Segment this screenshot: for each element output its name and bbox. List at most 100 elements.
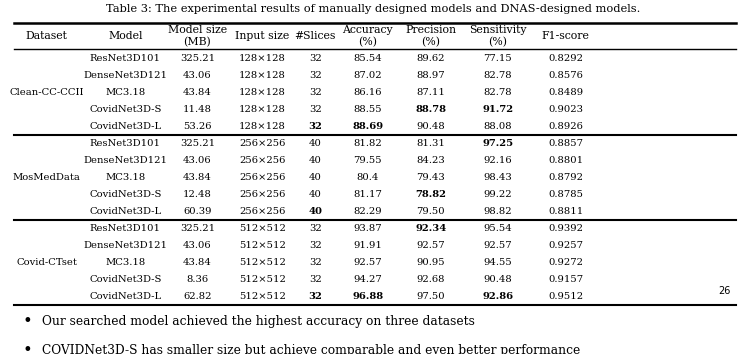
Text: 0.9512: 0.9512 (548, 292, 583, 301)
Text: 85.54: 85.54 (353, 53, 382, 63)
Text: 32: 32 (309, 53, 322, 63)
Text: Covid-CTset: Covid-CTset (16, 258, 77, 267)
Text: ResNet3D101: ResNet3D101 (90, 139, 161, 148)
Text: 32: 32 (309, 224, 322, 233)
Text: Sensitivity
(%): Sensitivity (%) (469, 25, 526, 47)
Text: CovidNet3D-S: CovidNet3D-S (89, 275, 161, 284)
Text: Clean-CC-CCII: Clean-CC-CCII (10, 88, 84, 97)
Text: 43.06: 43.06 (183, 70, 212, 80)
Text: 512×512: 512×512 (239, 241, 286, 250)
Text: MC3.18: MC3.18 (105, 173, 145, 182)
Text: CovidNet3D-L: CovidNet3D-L (90, 207, 161, 216)
Text: 32: 32 (309, 70, 322, 80)
Text: 128×128: 128×128 (239, 53, 286, 63)
Text: CovidNet3D-S: CovidNet3D-S (89, 190, 161, 199)
Text: 99.22: 99.22 (483, 190, 512, 199)
Text: Table 3: The experimental results of manually designed models and DNAS-designed : Table 3: The experimental results of man… (106, 4, 640, 14)
Text: 94.55: 94.55 (483, 258, 512, 267)
Text: 32: 32 (309, 275, 322, 284)
Text: 512×512: 512×512 (239, 258, 286, 267)
Text: 128×128: 128×128 (239, 105, 286, 114)
Text: 88.08: 88.08 (483, 122, 512, 131)
Text: 53.26: 53.26 (183, 122, 212, 131)
Text: 0.8801: 0.8801 (548, 156, 583, 165)
Text: 12.48: 12.48 (183, 190, 212, 199)
Text: 256×256: 256×256 (239, 207, 286, 216)
Text: 32: 32 (309, 241, 322, 250)
Text: 0.9257: 0.9257 (548, 241, 583, 250)
Text: MC3.18: MC3.18 (105, 88, 145, 97)
Text: 98.43: 98.43 (483, 173, 512, 182)
Text: 0.8576: 0.8576 (548, 70, 583, 80)
Text: 43.06: 43.06 (183, 241, 212, 250)
Text: 43.84: 43.84 (183, 173, 212, 182)
Text: CovidNet3D-S: CovidNet3D-S (89, 105, 161, 114)
Text: DenseNet3D121: DenseNet3D121 (83, 156, 167, 165)
Text: 256×256: 256×256 (239, 173, 286, 182)
Text: 256×256: 256×256 (239, 139, 286, 148)
Text: 92.68: 92.68 (417, 275, 445, 284)
Text: 79.50: 79.50 (417, 207, 445, 216)
Text: 87.02: 87.02 (353, 70, 382, 80)
Text: 88.55: 88.55 (353, 105, 382, 114)
Text: 0.9272: 0.9272 (548, 258, 583, 267)
Text: 40: 40 (309, 156, 322, 165)
Text: 32: 32 (309, 88, 322, 97)
Text: 82.78: 82.78 (483, 88, 512, 97)
Text: 325.21: 325.21 (180, 53, 215, 63)
Text: 256×256: 256×256 (239, 190, 286, 199)
Text: 0.8785: 0.8785 (548, 190, 583, 199)
Text: 82.29: 82.29 (353, 207, 382, 216)
Text: 92.57: 92.57 (483, 241, 512, 250)
Text: 92.34: 92.34 (415, 224, 446, 233)
Text: 79.55: 79.55 (353, 156, 382, 165)
Text: 512×512: 512×512 (239, 275, 286, 284)
Text: 81.17: 81.17 (353, 190, 382, 199)
Text: MC3.18: MC3.18 (105, 258, 145, 267)
Text: 84.23: 84.23 (417, 156, 445, 165)
Text: 77.15: 77.15 (483, 53, 512, 63)
Text: 81.31: 81.31 (416, 139, 445, 148)
Text: 88.97: 88.97 (417, 70, 445, 80)
Text: 128×128: 128×128 (239, 70, 286, 80)
Text: 87.11: 87.11 (416, 88, 445, 97)
Text: 256×256: 256×256 (239, 156, 286, 165)
Text: ResNet3D101: ResNet3D101 (90, 53, 161, 63)
Text: 325.21: 325.21 (180, 139, 215, 148)
Text: 40: 40 (309, 173, 322, 182)
Text: 40: 40 (309, 139, 322, 148)
Text: 60.39: 60.39 (183, 207, 212, 216)
Text: •: • (23, 314, 33, 329)
Text: 11.48: 11.48 (183, 105, 212, 114)
Text: 92.57: 92.57 (417, 241, 445, 250)
Text: •: • (23, 343, 33, 354)
Text: 92.57: 92.57 (353, 258, 382, 267)
Text: Input size: Input size (235, 31, 289, 41)
Text: DenseNet3D121: DenseNet3D121 (83, 70, 167, 80)
Text: CovidNet3D-L: CovidNet3D-L (90, 122, 161, 131)
Text: 128×128: 128×128 (239, 88, 286, 97)
Text: 43.84: 43.84 (183, 88, 212, 97)
Text: Our searched model achieved the highest accuracy on three datasets: Our searched model achieved the highest … (42, 315, 475, 329)
Text: 0.9023: 0.9023 (548, 105, 583, 114)
Text: #Slices: #Slices (295, 31, 336, 41)
Text: CovidNet3D-L: CovidNet3D-L (90, 292, 161, 301)
Text: 80.4: 80.4 (357, 173, 379, 182)
Text: 32: 32 (309, 258, 322, 267)
Text: 98.82: 98.82 (483, 207, 512, 216)
Text: 81.82: 81.82 (353, 139, 382, 148)
Text: Precision
(%): Precision (%) (405, 25, 456, 47)
Text: Dataset: Dataset (26, 31, 67, 41)
Text: 91.91: 91.91 (353, 241, 382, 250)
Text: MosMedData: MosMedData (13, 173, 81, 182)
Text: ResNet3D101: ResNet3D101 (90, 224, 161, 233)
Text: 0.8292: 0.8292 (548, 53, 583, 63)
Text: 325.21: 325.21 (180, 224, 215, 233)
Text: 32: 32 (309, 122, 322, 131)
Text: 62.82: 62.82 (183, 292, 212, 301)
Text: 43.06: 43.06 (183, 156, 212, 165)
Text: 89.62: 89.62 (417, 53, 445, 63)
Text: 26: 26 (718, 286, 730, 296)
Text: 32: 32 (309, 292, 322, 301)
Text: 43.84: 43.84 (183, 258, 212, 267)
